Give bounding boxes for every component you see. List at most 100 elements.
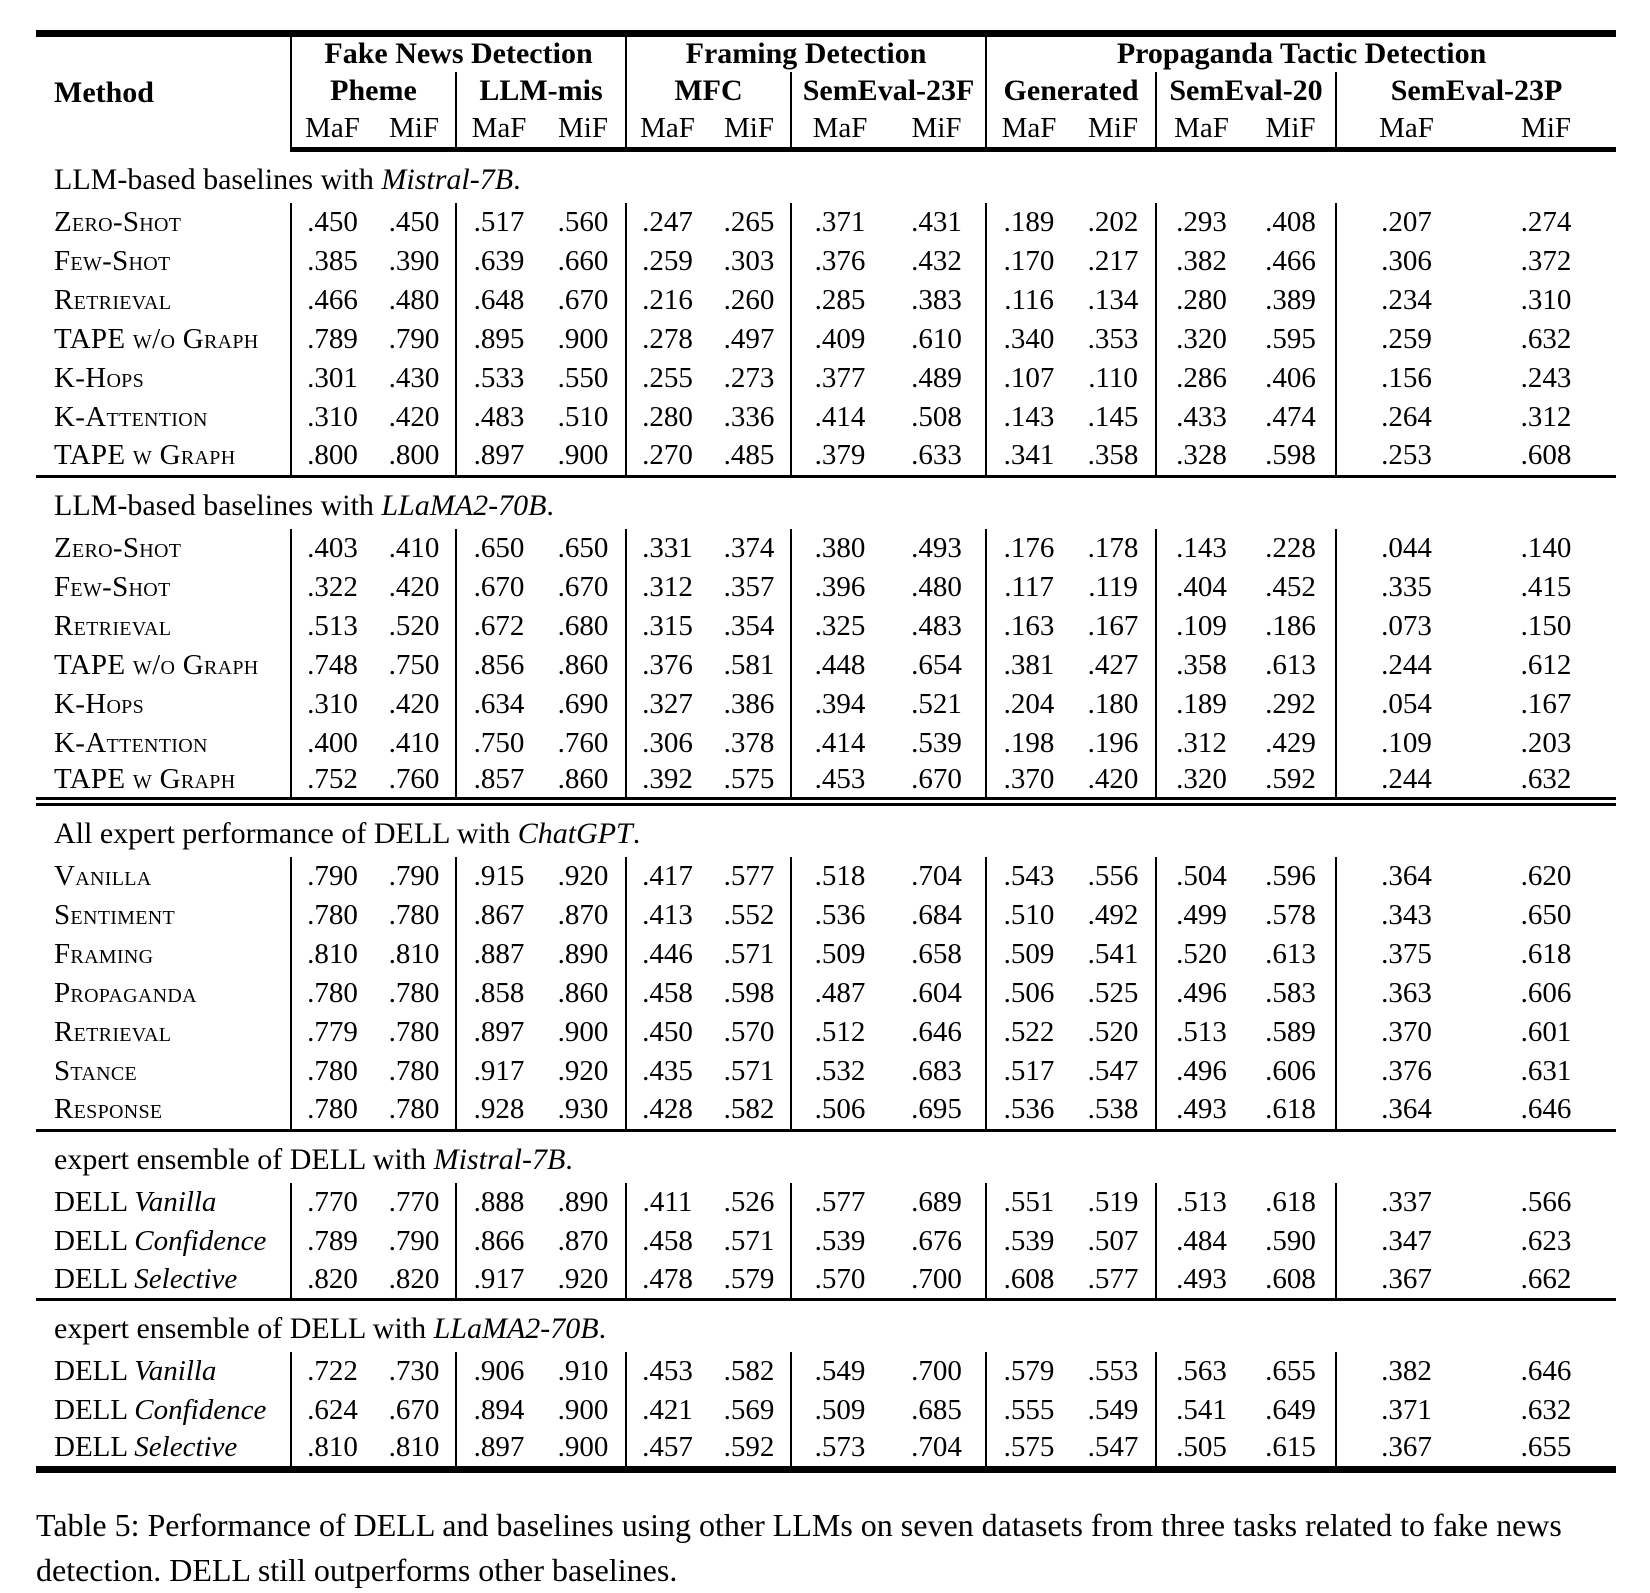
score-cell: .631 [1476, 1052, 1616, 1091]
score-cell: .320 [1156, 320, 1246, 359]
score-cell: .646 [888, 1013, 986, 1052]
metric-header: MaF [986, 110, 1071, 150]
task-group-header: Fake News Detection [291, 34, 626, 72]
method-label: TAPE w/o Graph [54, 649, 259, 681]
score-cell: .900 [541, 1430, 626, 1469]
score-cell: .421 [626, 1391, 708, 1430]
method-cell: Stance [36, 1052, 291, 1091]
score-cell: .331 [626, 529, 708, 568]
score-cell: .608 [986, 1261, 1071, 1300]
score-cell: .670 [373, 1391, 456, 1430]
score-cell: .856 [456, 646, 541, 685]
score-cell: .450 [373, 203, 456, 242]
method-cell: TAPE w/o Graph [36, 646, 291, 685]
score-cell: .259 [1336, 320, 1476, 359]
score-cell: .216 [626, 281, 708, 320]
table-row: Response.780.780.928.930.428.582.506.695… [36, 1091, 1616, 1130]
score-cell: .375 [1336, 935, 1476, 974]
score-cell: .522 [986, 1013, 1071, 1052]
score-cell: .676 [888, 1222, 986, 1261]
score-cell: .541 [1071, 935, 1156, 974]
method-label: K-Hops [54, 688, 144, 720]
score-cell: .543 [986, 857, 1071, 896]
dataset-header: SemEval-23F [791, 72, 986, 110]
score-cell: .906 [456, 1352, 541, 1391]
score-cell: .371 [791, 203, 888, 242]
score-cell: .866 [456, 1222, 541, 1261]
method-label: Propaganda [54, 977, 197, 1009]
metric-header: MaF [1336, 110, 1476, 150]
score-cell: .618 [1476, 935, 1616, 974]
table-row: Vanilla.790.790.915.920.417.577.518.704.… [36, 857, 1616, 896]
score-cell: .377 [791, 359, 888, 398]
section-title-model: LLaMA2-70B [381, 489, 546, 522]
score-cell: .378 [708, 724, 791, 763]
score-cell: .900 [541, 320, 626, 359]
method-variant-label: Selective [134, 1263, 237, 1295]
table-row: K-Attention.310.420.483.510.280.336.414.… [36, 398, 1616, 437]
score-cell: .870 [541, 896, 626, 935]
score-cell: .370 [1336, 1013, 1476, 1052]
score-cell: .480 [888, 568, 986, 607]
score-cell: .695 [888, 1091, 986, 1130]
method-label: DELL [54, 1186, 134, 1218]
score-cell: .343 [1336, 896, 1476, 935]
score-cell: .301 [291, 359, 373, 398]
score-cell: .446 [626, 935, 708, 974]
table-row: DELL Confidence.624.670.894.900.421.569.… [36, 1391, 1616, 1430]
score-cell: .857 [456, 763, 541, 802]
method-label: Framing [54, 938, 153, 970]
score-cell: .579 [708, 1261, 791, 1300]
score-cell: .648 [456, 281, 541, 320]
table-body: LLM-based baselines with Mistral-7B.Zero… [36, 150, 1616, 1470]
score-cell: .396 [791, 568, 888, 607]
method-label: Retrieval [54, 1016, 171, 1048]
score-cell: .189 [986, 203, 1071, 242]
score-cell: .525 [1071, 974, 1156, 1013]
score-cell: .680 [541, 607, 626, 646]
score-cell: .483 [456, 398, 541, 437]
score-cell: .400 [291, 724, 373, 763]
method-cell: Sentiment [36, 896, 291, 935]
score-cell: .590 [1246, 1222, 1336, 1261]
score-cell: .370 [986, 763, 1071, 802]
score-cell: .632 [1476, 320, 1616, 359]
score-cell: .519 [1071, 1183, 1156, 1222]
score-cell: .560 [541, 203, 626, 242]
method-label: DELL [54, 1225, 134, 1257]
section-title-row: expert ensemble of DELL with LLaMA2-70B. [36, 1300, 1616, 1353]
score-cell: .320 [1156, 763, 1246, 802]
score-cell: .259 [626, 242, 708, 281]
method-label: Retrieval [54, 610, 171, 642]
score-cell: .487 [791, 974, 888, 1013]
method-cell: TAPE w Graph [36, 437, 291, 476]
score-cell: .508 [888, 398, 986, 437]
score-cell: .109 [1336, 724, 1476, 763]
score-cell: .579 [986, 1352, 1071, 1391]
section-title-model: ChatGPT [518, 817, 633, 850]
score-cell: .364 [1336, 857, 1476, 896]
score-cell: .145 [1071, 398, 1156, 437]
method-label: TAPE w Graph [54, 763, 235, 795]
score-cell: .163 [986, 607, 1071, 646]
dataset-header: LLM-mis [456, 72, 626, 110]
score-cell: .286 [1156, 359, 1246, 398]
table-row: Few-Shot.322.420.670.670.312.357.396.480… [36, 568, 1616, 607]
score-cell: .337 [1336, 1183, 1476, 1222]
method-cell: Retrieval [36, 1013, 291, 1052]
metric-header: MiF [541, 110, 626, 150]
score-cell: .700 [888, 1261, 986, 1300]
task-group-header: Framing Detection [626, 34, 986, 72]
score-cell: .167 [1476, 685, 1616, 724]
score-cell: .520 [1071, 1013, 1156, 1052]
score-cell: .327 [626, 685, 708, 724]
score-cell: .553 [1071, 1352, 1156, 1391]
score-cell: .415 [1476, 568, 1616, 607]
method-label: Response [54, 1093, 162, 1125]
table-row: TAPE w/o Graph.748.750.856.860.376.581.4… [36, 646, 1616, 685]
score-cell: .499 [1156, 896, 1246, 935]
score-cell: .670 [888, 763, 986, 802]
score-cell: .458 [626, 1222, 708, 1261]
score-cell: .140 [1476, 529, 1616, 568]
